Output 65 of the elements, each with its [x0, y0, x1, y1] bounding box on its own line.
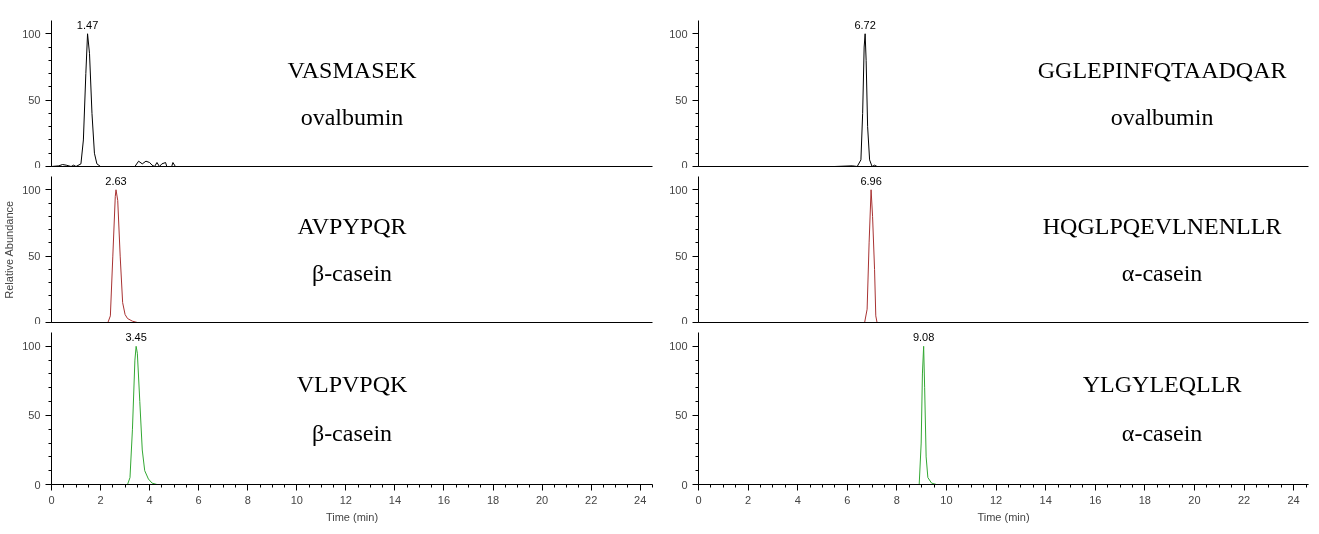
annotation: VLPVPQK	[296, 371, 409, 398]
x-axis-title: Time (min)	[977, 510, 1030, 523]
y-tick-label: 100	[669, 183, 688, 196]
x-tick-label: 4	[794, 493, 801, 506]
annotation: ovalbumin	[300, 103, 404, 130]
x-tick-label: 22	[585, 493, 598, 506]
x-tick-label: 24	[634, 493, 647, 506]
annotation: HQGLPQEVLNENLLR	[1042, 213, 1282, 240]
y-tick-label: 50	[28, 94, 41, 107]
x-tick-label: 12	[339, 493, 352, 506]
x-tick-label: 10	[290, 493, 303, 506]
annotation: AVPYPQR	[297, 213, 407, 240]
y-tick-label: 50	[675, 94, 688, 107]
x-tick-label: 0	[48, 493, 55, 506]
x-tick-label: 18	[486, 493, 500, 506]
y-tick-label: 0	[681, 158, 688, 171]
y-tick-label: 50	[28, 409, 41, 422]
y-tick-label: 50	[675, 250, 688, 263]
x-tick-label: 18	[1138, 493, 1151, 506]
annotation: 2.63	[105, 174, 127, 187]
x-tick-label: 14	[388, 493, 402, 506]
annotation: 9.08	[912, 331, 935, 344]
x-tick-label: 8	[893, 493, 900, 506]
y-tick-label: 100	[669, 340, 688, 353]
y-tick-label: 100	[22, 183, 41, 196]
annotation: 6.96	[860, 174, 882, 187]
annotation: GGLEPINFQTAADQAR	[1037, 57, 1287, 84]
y-tick-label: 0	[34, 478, 41, 491]
x-tick-label: 20	[1188, 493, 1201, 506]
x-tick-label: 22	[1237, 493, 1251, 506]
x-tick-label: 16	[437, 493, 451, 506]
annotation: 6.72	[854, 18, 876, 31]
annotation: VASMASEK	[287, 57, 418, 84]
y-tick-label: 50	[28, 250, 41, 263]
x-tick-label: 2	[745, 493, 752, 506]
x-tick-label: 6	[844, 493, 851, 506]
y-axis-title: Relative Abundance	[3, 200, 16, 299]
y-tick-label: 100	[669, 27, 688, 40]
y-tick-label: 0	[34, 314, 41, 327]
x-tick-label: 12	[989, 493, 1003, 506]
annotation: 1.47	[76, 18, 99, 31]
x-tick-label: 2	[97, 493, 104, 506]
y-tick-label: 0	[681, 478, 688, 491]
x-tick-label: 4	[146, 493, 153, 506]
annotation: β-casein	[311, 419, 393, 446]
x-tick-label: 6	[195, 493, 202, 506]
annotation: β-casein	[311, 259, 393, 286]
annotation: ovalbumin	[1110, 103, 1214, 130]
x-axis-title: Time (min)	[325, 510, 379, 523]
x-tick-label: 16	[1089, 493, 1102, 506]
x-tick-label: 0	[695, 493, 702, 506]
annotation: α-casein	[1121, 419, 1203, 446]
y-tick-label: 0	[34, 158, 41, 171]
x-tick-label: 14	[1039, 493, 1052, 506]
annotation: 3.45	[125, 331, 147, 344]
y-tick-label: 50	[675, 409, 688, 422]
annotation: α-casein	[1121, 259, 1203, 286]
x-tick-label: 20	[535, 493, 549, 506]
annotation: YLGYLEQLLR	[1082, 371, 1242, 398]
y-tick-label: 100	[22, 27, 41, 40]
y-tick-label: 0	[681, 314, 688, 327]
x-tick-label: 10	[940, 493, 953, 506]
x-tick-label: 8	[244, 493, 251, 506]
x-tick-label: 24	[1287, 493, 1300, 506]
y-tick-label: 100	[22, 340, 41, 353]
